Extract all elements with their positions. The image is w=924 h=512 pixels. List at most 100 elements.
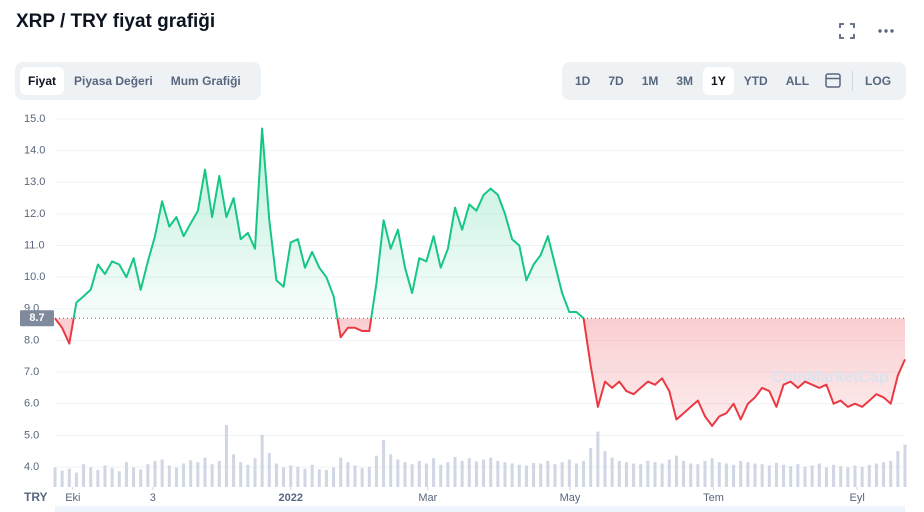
y-tick-label: 4.0 — [24, 461, 39, 473]
volume-bar — [746, 462, 750, 487]
range-button[interactable]: 1D — [575, 74, 591, 88]
volume-bar — [660, 463, 664, 487]
range-button[interactable]: YTD — [743, 74, 768, 88]
volume-bar — [296, 466, 300, 487]
volume-bar — [232, 454, 236, 487]
baseline-label: 8.7 — [29, 312, 44, 324]
y-tick-label: 10.0 — [24, 271, 45, 283]
volume-bar — [174, 467, 178, 487]
volume-bar — [767, 465, 771, 487]
volume-bar — [789, 466, 793, 487]
volume-bar — [724, 463, 728, 487]
volume-bar — [410, 464, 414, 487]
range-button[interactable]: 3M — [676, 74, 694, 88]
volume-bar — [82, 464, 86, 487]
volume-bar — [124, 462, 128, 487]
volume-bar — [367, 466, 371, 487]
volume-bar — [682, 460, 686, 487]
volume-bar — [889, 460, 893, 487]
volume-bar — [817, 463, 821, 487]
y-tick-label: 7.0 — [24, 366, 39, 378]
y-tick-label: 11.0 — [24, 239, 45, 251]
volume-bar — [403, 462, 407, 487]
y-tick-label: 13.0 — [24, 176, 45, 188]
volume-bar — [332, 467, 336, 487]
volume-bar — [532, 462, 536, 487]
volume-bar — [739, 460, 743, 487]
volume-bar — [282, 467, 286, 487]
more-icon[interactable] — [875, 20, 897, 42]
range-button[interactable]: 1Y — [703, 67, 734, 95]
volume-bar — [153, 460, 157, 487]
y-tick-label: 12.0 — [24, 208, 45, 220]
volume-bar — [239, 462, 243, 487]
volume-bar — [689, 463, 693, 487]
y-tick-label: 5.0 — [24, 429, 39, 441]
volume-bar — [267, 453, 271, 487]
x-tick-label: 3 — [150, 492, 156, 504]
calendar-icon[interactable] — [818, 71, 848, 91]
volume-bar — [846, 467, 850, 487]
volume-bar — [289, 465, 293, 487]
y-tick-label: 14.0 — [24, 145, 45, 157]
volume-bar — [417, 460, 421, 487]
volume-bar — [53, 467, 57, 487]
volume-bar — [517, 464, 521, 487]
range-button[interactable]: 1M — [641, 74, 659, 88]
volume-bar — [774, 462, 778, 487]
volume-bar — [467, 458, 471, 487]
volume-bar — [646, 460, 650, 487]
price-line — [54, 127, 906, 427]
x-tick-label: Eki — [65, 492, 80, 504]
volume-bar — [439, 464, 443, 487]
volume-bar — [210, 464, 214, 487]
volume-bar — [853, 465, 857, 487]
volume-bar — [574, 463, 578, 487]
tab[interactable]: Fiyat — [20, 67, 65, 95]
volume-bar — [317, 469, 321, 487]
volume-bar — [782, 464, 786, 487]
range-button[interactable]: 7D — [608, 74, 624, 88]
volume-bar — [482, 459, 486, 487]
volume-bar — [253, 458, 257, 487]
volume-bar — [246, 464, 250, 487]
volume-bar — [167, 465, 171, 487]
navigator-strip — [55, 506, 905, 512]
tab[interactable]: Mum Grafiği — [170, 74, 241, 88]
volume-bar — [117, 471, 121, 487]
volume-bar — [389, 454, 393, 487]
volume-bar — [110, 468, 114, 487]
fullscreen-icon[interactable] — [836, 20, 858, 42]
volume-bar — [96, 470, 100, 487]
volume-bar — [446, 462, 450, 487]
volume-bar — [603, 451, 607, 487]
volume-bar — [553, 464, 557, 487]
volume-bar — [732, 464, 736, 487]
tab[interactable]: Piyasa Değeri — [74, 74, 153, 88]
volume-bar — [803, 466, 807, 487]
volume-bar — [139, 469, 143, 487]
volume-bar — [610, 457, 614, 487]
volume-bar — [539, 463, 543, 487]
volume-bar — [824, 467, 828, 487]
volume-bar — [760, 464, 764, 487]
volume-bar — [203, 457, 207, 487]
watermark: CoinMarketCap — [771, 369, 889, 386]
currency-label: TRY — [24, 490, 48, 504]
y-tick-label: 6.0 — [24, 398, 39, 410]
volume-bar — [339, 457, 343, 487]
volume-bar — [453, 456, 457, 487]
range-group: 1D 7D 1M 3M 1Y YTD ALL LOG — [562, 62, 906, 100]
log-button[interactable]: LOG — [865, 74, 892, 88]
volume-bar — [103, 465, 107, 487]
volume-bar — [696, 464, 700, 487]
volume-bar — [353, 465, 357, 487]
x-tick-label: Eyl — [850, 492, 865, 504]
y-tick-label: 15.0 — [24, 113, 45, 125]
range-button[interactable]: ALL — [785, 74, 810, 88]
volume-bar — [510, 463, 514, 487]
volume-bar — [639, 464, 643, 487]
volume-bar — [596, 431, 600, 487]
volume-bar — [182, 463, 186, 487]
